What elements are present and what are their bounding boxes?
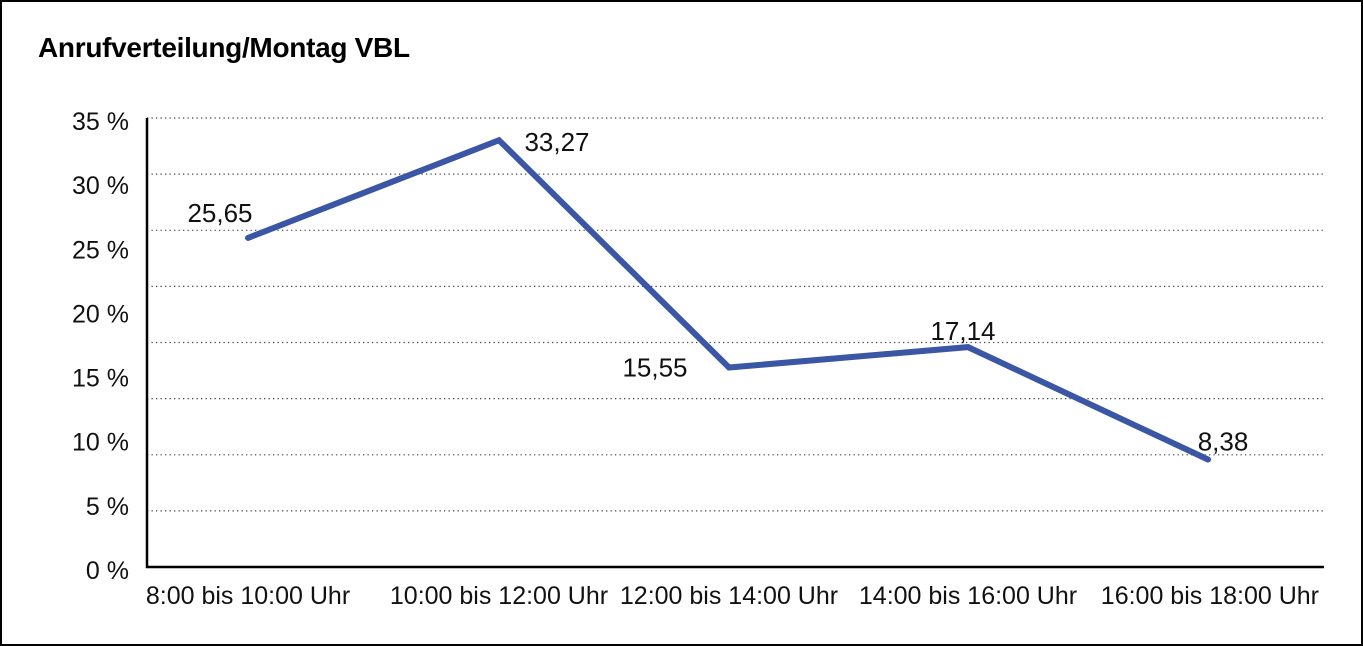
x-axis-category-label: 16:00 bis 18:00 Uhr bbox=[1101, 582, 1319, 610]
data-point-label: 17,14 bbox=[930, 316, 995, 346]
y-axis-tick-label: 25 % bbox=[72, 236, 129, 264]
x-axis-category-label: 12:00 bis 14:00 Uhr bbox=[620, 582, 838, 610]
y-axis-tick-label: 0 % bbox=[86, 557, 129, 585]
x-axis-category-label: 14:00 bis 16:00 Uhr bbox=[859, 582, 1077, 610]
y-axis-tick-label: 30 % bbox=[72, 172, 129, 200]
data-point-label: 25,65 bbox=[187, 198, 252, 228]
y-axis-tick-label: 5 % bbox=[86, 493, 129, 521]
data-point-label: 8,38 bbox=[1198, 427, 1249, 457]
y-axis-tick-label: 20 % bbox=[72, 300, 129, 328]
data-point-label: 33,27 bbox=[524, 127, 589, 157]
chart-title: Anrufverteilung/Montag VBL bbox=[38, 32, 410, 63]
axis-lines bbox=[145, 118, 1324, 569]
y-axis-tick-label: 10 % bbox=[72, 429, 129, 457]
data-line bbox=[245, 136, 1211, 463]
x-axis-category-label: 10:00 bis 12:00 Uhr bbox=[390, 582, 608, 610]
data-point-label: 15,55 bbox=[622, 353, 687, 383]
y-axis-tick-label: 15 % bbox=[72, 365, 129, 393]
y-axis-tick-label: 35 % bbox=[72, 108, 129, 136]
x-axis-category-label: 8:00 bis 10:00 Uhr bbox=[146, 582, 350, 610]
